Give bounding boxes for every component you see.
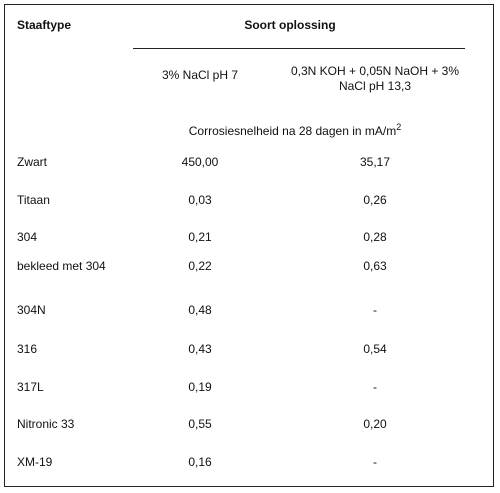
- cell-value: 0,22: [188, 259, 212, 273]
- column-label: 0,3N KOH + 0,05N NaOH + 3% NaCl pH 13,3: [290, 64, 460, 93]
- row-label: XM-19: [17, 455, 53, 469]
- row-label: bekleed met 304: [17, 259, 106, 273]
- cell-value: 35,17: [359, 155, 391, 169]
- table-frame: [4, 4, 494, 487]
- unit-text: Corrosiesnelheid na 28 dagen in mA/m: [188, 124, 397, 138]
- column-header: Staaftype: [17, 18, 72, 32]
- row-label: Zwart: [17, 155, 47, 169]
- cell-value: 0,03: [188, 193, 212, 207]
- cell-value: 0,54: [363, 342, 387, 356]
- cell-value: -: [373, 380, 377, 394]
- cell-value: 0,19: [188, 380, 212, 394]
- row-label: 316: [17, 342, 38, 356]
- cell-value: 0,21: [188, 230, 212, 244]
- row-label: Nitronic 33: [17, 417, 75, 431]
- unit-label: Corrosiesnelheid na 28 dagen in mA/m2: [130, 120, 460, 139]
- cell-value: 0,55: [188, 417, 212, 431]
- cell-value: 0,63: [363, 259, 387, 273]
- cell-value: 0,28: [363, 230, 387, 244]
- column-label: 3% NaCl pH 7: [161, 68, 239, 82]
- cell-value: -: [373, 455, 377, 469]
- group-header: Soort oplossing: [244, 18, 336, 32]
- row-label: 304: [17, 230, 38, 244]
- cell-value: 0,20: [363, 417, 387, 431]
- cell-value: 0,43: [188, 342, 212, 356]
- cell-value: 450,00: [181, 155, 219, 169]
- row-label: 317L: [17, 380, 44, 394]
- cell-value: 0,16: [188, 455, 212, 469]
- cell-value: -: [373, 303, 377, 317]
- header-rule: [133, 48, 465, 49]
- cell-value: 0,48: [188, 303, 212, 317]
- cell-value: 0,26: [363, 193, 387, 207]
- row-label: 304N: [17, 303, 46, 317]
- row-label: Titaan: [17, 193, 50, 207]
- unit-superscript: 2: [396, 122, 402, 132]
